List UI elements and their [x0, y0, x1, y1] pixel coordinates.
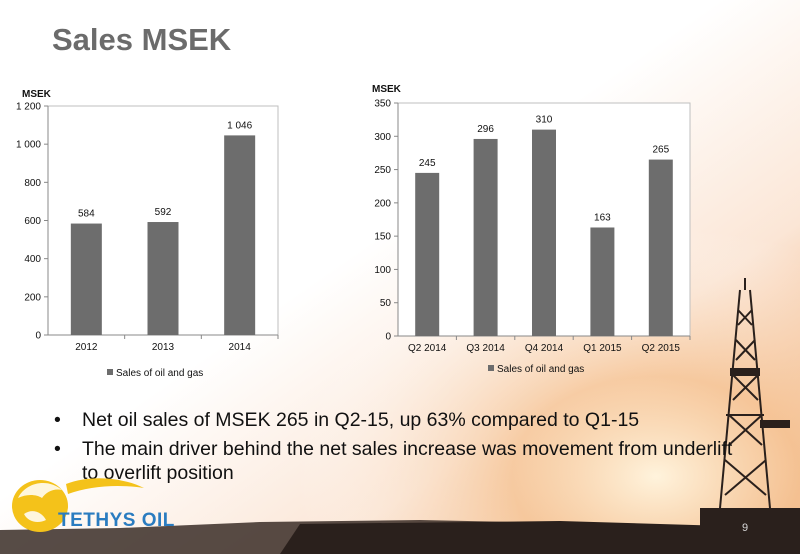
y-tick-label: 50 [380, 298, 392, 309]
bullet-text: The main driver behind the net sales inc… [82, 438, 733, 484]
x-tick-label: Q3 2014 [466, 343, 505, 354]
company-logo-text: TETHYS OIL [58, 510, 175, 531]
legend-swatch [107, 369, 113, 375]
x-tick-label: 2014 [229, 342, 252, 353]
data-label: 584 [78, 209, 95, 220]
data-label: 265 [652, 145, 669, 156]
bar-2014 [224, 135, 256, 335]
bullet-item: • Net oil sales of MSEK 265 in Q2-15, up … [50, 408, 740, 432]
bar-q2-2014 [415, 172, 440, 336]
x-tick-label: 2013 [152, 342, 175, 353]
bar-2013 [147, 222, 179, 335]
y-tick-label: 250 [374, 165, 391, 176]
y-tick-label: 350 [374, 99, 391, 110]
x-tick-label: Q4 2014 [525, 343, 564, 354]
bullet-item: • The main driver behind the net sales in… [50, 437, 740, 485]
page-number: 9 [742, 522, 749, 534]
x-tick-label: Q2 2015 [642, 343, 681, 354]
bullet-text: Net oil sales of MSEK 265 in Q2-15, up 6… [82, 409, 640, 431]
bullet-dot-icon: • [54, 409, 61, 431]
bullet-dot-icon: • [54, 438, 61, 460]
y-axis-unit-label: MSEK [22, 89, 52, 100]
data-label: 310 [536, 115, 553, 126]
y-tick-label: 100 [374, 265, 391, 276]
data-label: 296 [477, 124, 494, 135]
y-tick-label: 0 [35, 331, 41, 342]
bar-2012 [70, 223, 102, 335]
y-tick-label: 200 [374, 198, 391, 209]
bullet-list: • Net oil sales of MSEK 265 in Q2-15, up … [50, 408, 740, 490]
y-tick-label: 800 [24, 178, 41, 189]
data-label: 592 [155, 207, 172, 218]
y-tick-label: 1 000 [16, 140, 41, 151]
legend-label: Sales of oil and gas [497, 364, 584, 375]
bar-q4-2014 [532, 129, 556, 336]
bar-q1-2015 [590, 227, 615, 336]
x-tick-label: Q1 2015 [583, 343, 622, 354]
y-tick-label: 200 [24, 292, 41, 303]
bar-q3-2014 [473, 138, 498, 336]
company-logo-globe-icon [12, 478, 144, 532]
y-tick-label: 600 [24, 216, 41, 227]
x-tick-label: Q2 2014 [408, 343, 447, 354]
y-tick-label: 150 [374, 232, 391, 243]
y-tick-label: 400 [24, 254, 41, 265]
page-title: Sales MSEK [52, 22, 232, 57]
x-tick-label: 2012 [75, 342, 98, 353]
y-axis-unit-label: MSEK [372, 84, 402, 95]
data-label: 163 [594, 212, 611, 223]
data-label: 245 [419, 158, 436, 169]
legend-swatch [488, 365, 494, 371]
oil-rig-illustration [700, 278, 800, 540]
y-tick-label: 300 [374, 132, 391, 143]
y-tick-label: 0 [385, 332, 391, 343]
data-label: 1 046 [227, 120, 252, 131]
legend-label: Sales of oil and gas [116, 368, 203, 379]
bar-q2-2015 [648, 159, 673, 336]
y-tick-label: 1 200 [16, 102, 41, 113]
